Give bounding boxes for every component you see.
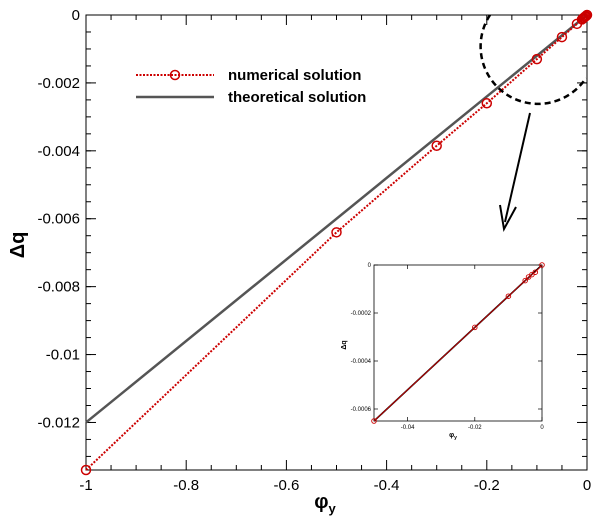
data-point-numerical — [431, 140, 442, 151]
legend-label-theoretical: theoretical solution — [228, 89, 366, 106]
zoom-arrow-head — [499, 204, 517, 233]
x-tick-label: -0.4 — [374, 477, 400, 494]
inset-y-tick-label: 0 — [368, 263, 372, 269]
data-point-numerical — [481, 98, 493, 109]
x-tick-label: 0 — [583, 477, 591, 494]
data-point-numerical — [531, 53, 543, 65]
y-tick-label: -0.006 — [37, 211, 80, 228]
inset-axis-ticks: -0.04 -0.02 0 0 -0.0002 -0.0004 -0.0006 — [351, 263, 545, 431]
legend-marker-numerical — [169, 69, 181, 81]
inset-x-tick-label: -0.02 — [468, 425, 482, 431]
data-point-numerical — [580, 10, 592, 22]
x-tick-label: -1 — [79, 477, 92, 494]
data-point-numerical — [331, 227, 342, 238]
y-axis-title: Δq — [7, 232, 29, 259]
x-tick-label: -0.8 — [173, 477, 199, 494]
inset-y-tick-label: -0.0006 — [351, 407, 372, 413]
y-tick-label: -0.004 — [37, 143, 80, 160]
inset-x-tick-label: 0 — [540, 425, 544, 431]
main-axis-ticks: -1 -0.8 -0.6 -0.4 -0.2 0 0 -0.002 -0.004 -0.006 -0… — [37, 7, 591, 494]
x-axis-title: φy — [314, 491, 336, 516]
data-point-numerical — [556, 31, 568, 43]
series-line-theoretical — [85, 14, 588, 424]
y-tick-label: 0 — [72, 7, 80, 24]
inset-y-tick-label: -0.0004 — [351, 359, 372, 365]
y-tick-label: -0.01 — [46, 347, 80, 364]
inset-data-point-numerical — [472, 324, 478, 331]
inset-data-point-numerical — [532, 269, 539, 275]
inset-y-axis-title: Δq — [341, 340, 348, 349]
inset-y-tick-label: -0.0002 — [351, 311, 372, 317]
inset-data-point-numerical — [371, 418, 377, 424]
y-tick-label: -0.002 — [37, 75, 80, 92]
x-tick-label: -0.2 — [474, 477, 500, 494]
data-point-numerical — [581, 9, 593, 21]
inset-x-axis-title: φy — [449, 432, 457, 441]
inset-data-point-numerical — [505, 293, 512, 299]
inset-series-group — [371, 262, 545, 424]
data-point-numerical — [578, 12, 590, 23]
series-line-numerical — [85, 14, 588, 471]
inset-data-point-numerical — [522, 277, 528, 284]
zoom-indicator-arc — [479, 14, 588, 106]
y-tick-label: -0.012 — [37, 414, 80, 431]
main-series-group — [80, 9, 593, 476]
zoom-arrow-shaft — [504, 112, 531, 223]
inset-x-axis-title-subscript: y — [454, 435, 457, 441]
data-point-numerical — [80, 464, 92, 476]
legend: numerical solution theoretical solution — [136, 67, 366, 106]
legend-label-numerical: numerical solution — [228, 67, 361, 84]
inset-data-point-numerical — [539, 262, 545, 268]
inset-x-tick-label: -0.04 — [401, 425, 415, 431]
y-tick-label: -0.008 — [37, 279, 80, 296]
x-axis-title-subscript: y — [329, 501, 337, 516]
inset-plot: -0.04 -0.02 0 0 -0.0002 -0.0004 -0.0006 φy Δq — [341, 262, 545, 441]
x-tick-label: -0.6 — [273, 477, 299, 494]
